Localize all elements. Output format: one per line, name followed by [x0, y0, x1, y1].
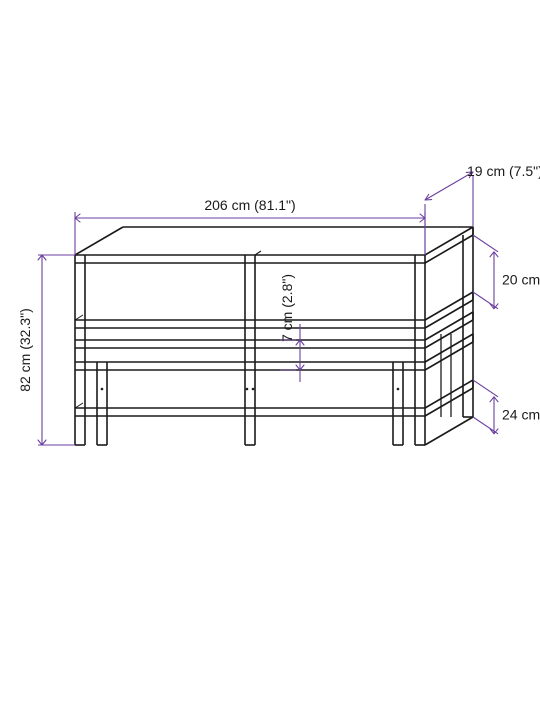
svg-text:82 cm (32.3"): 82 cm (32.3") [17, 308, 33, 392]
svg-text:20 cm (7.9"): 20 cm (7.9") [502, 271, 540, 287]
svg-text:7 cm (2.8"): 7 cm (2.8") [279, 274, 295, 342]
svg-text:19 cm (7.5"): 19 cm (7.5") [467, 163, 540, 179]
svg-text:24 cm (9.4"): 24 cm (9.4") [502, 406, 540, 422]
svg-text:206 cm (81.1"): 206 cm (81.1") [204, 197, 295, 213]
dimension-drawing: 206 cm (81.1") 19 cm (7.5") 82 cm (32.3") 2… [0, 0, 540, 720]
